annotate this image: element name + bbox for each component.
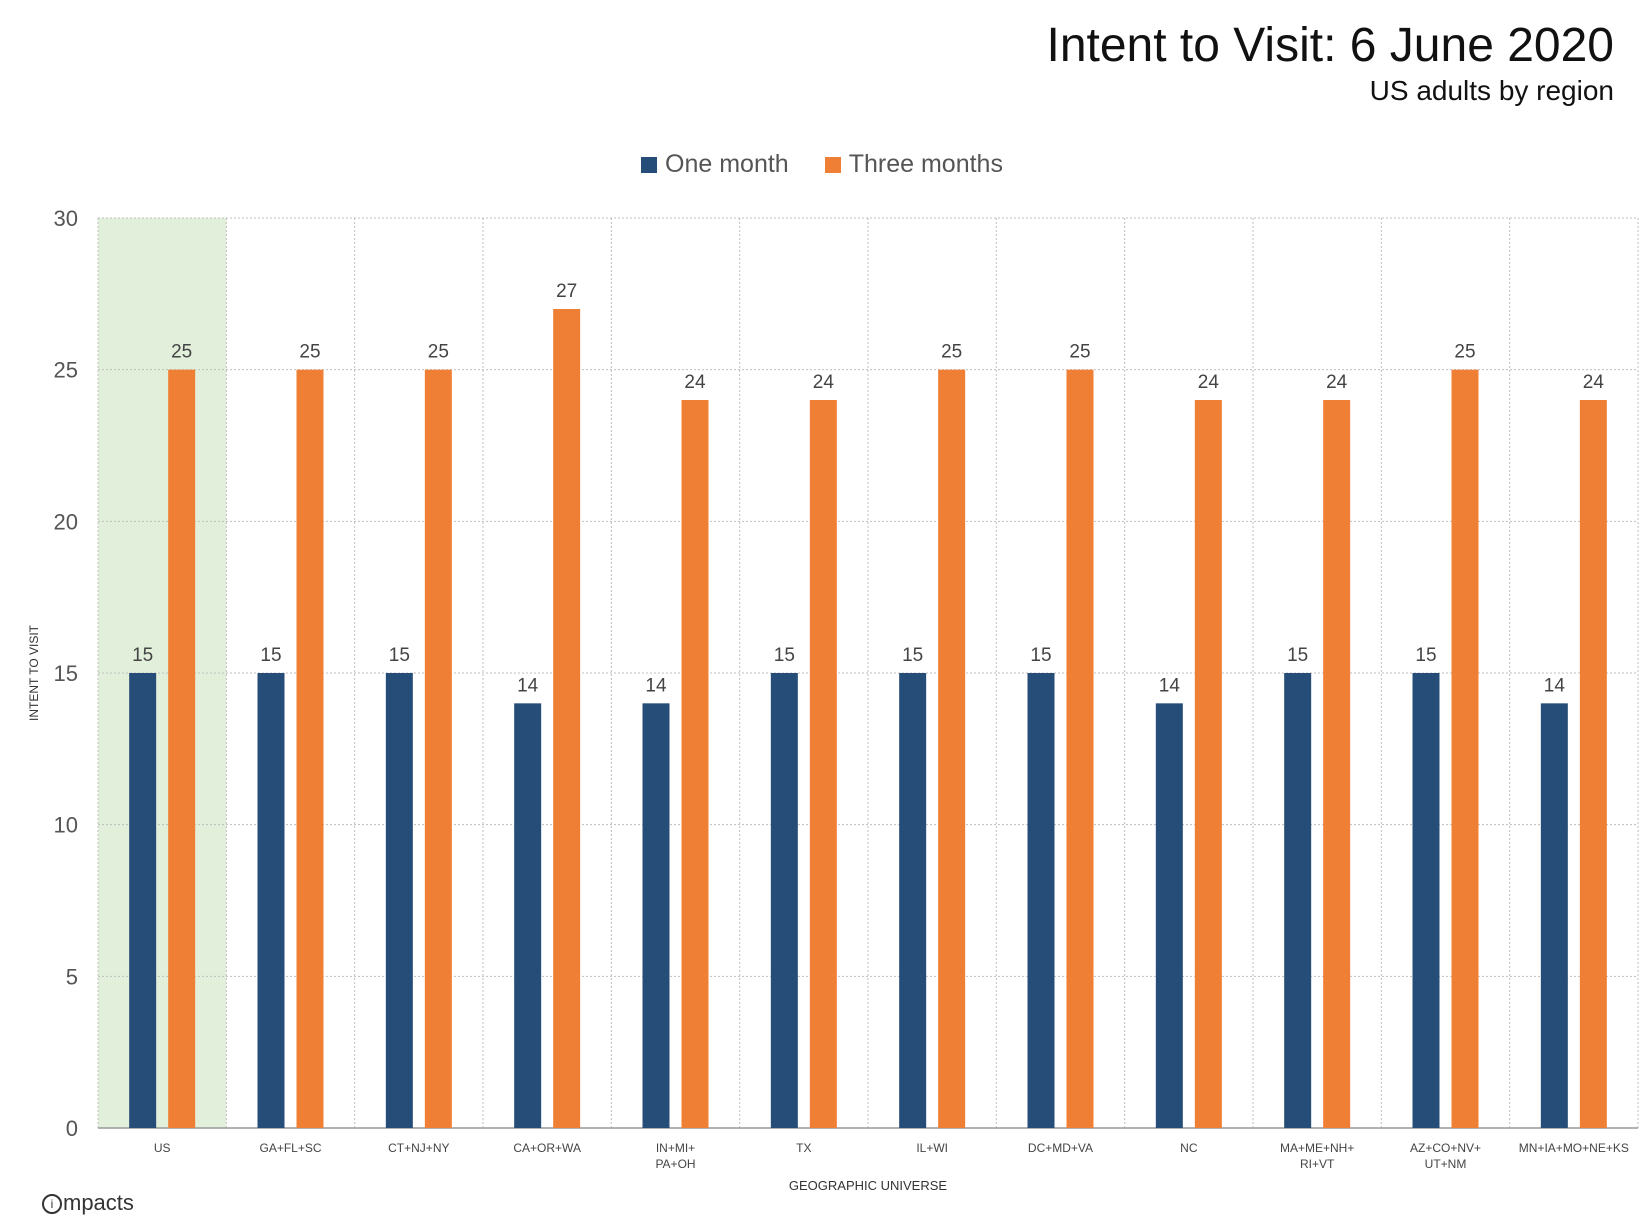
bar-three-months: [1451, 369, 1479, 1129]
data-label: 25: [941, 342, 962, 363]
data-label: 24: [1583, 372, 1605, 393]
bar-three-months: [809, 400, 837, 1128]
data-label: 15: [902, 645, 923, 666]
data-label: 15: [1030, 645, 1051, 666]
bar-one-month: [257, 673, 285, 1128]
legend: One month Three months: [0, 150, 1644, 179]
y-axis-title: INTENT TO VISIT: [27, 624, 41, 721]
bar-three-months: [553, 309, 581, 1128]
data-label: 25: [1069, 342, 1090, 363]
legend-swatch-one-month: [641, 156, 658, 173]
data-label: 25: [171, 342, 192, 363]
bar-one-month: [1027, 673, 1055, 1128]
y-tick-label: 25: [54, 358, 78, 383]
x-tick-label: DC+MD+VA: [1028, 1141, 1093, 1155]
data-label: 14: [517, 675, 539, 696]
data-label: 15: [389, 645, 410, 666]
bar-one-month: [385, 673, 413, 1128]
logo-i-icon: i: [42, 1194, 62, 1215]
chart-title: Intent to Visit: 6 June 2020: [1046, 19, 1614, 72]
x-tick-label: GA+FL+SC: [259, 1141, 321, 1155]
legend-swatch-three-months: [824, 156, 841, 173]
data-label: 24: [684, 372, 706, 393]
data-label: 14: [645, 675, 667, 696]
bar-three-months: [1066, 369, 1094, 1129]
x-tick-label: PA+OH: [655, 1157, 695, 1171]
bar-one-month: [1155, 703, 1183, 1128]
x-axis-title: GEOGRAPHIC UNIVERSE: [789, 1178, 948, 1193]
x-tick-label: MA+ME+NH+: [1280, 1141, 1354, 1155]
data-label: 14: [1159, 675, 1181, 696]
bar-three-months: [1579, 400, 1607, 1128]
y-tick-label: 0: [66, 1116, 78, 1141]
data-label: 25: [428, 342, 449, 363]
x-tick-label: US: [154, 1141, 171, 1155]
x-tick-label: UT+NM: [1425, 1157, 1467, 1171]
data-label: 24: [813, 372, 835, 393]
bar-three-months: [424, 369, 452, 1129]
x-tick-label: TX: [796, 1141, 811, 1155]
chart-subtitle: US adults by region: [1369, 74, 1614, 106]
x-tick-label: AZ+CO+NV+: [1410, 1141, 1481, 1155]
bar-one-month: [1540, 703, 1568, 1128]
legend-label-three-months: Three months: [848, 150, 1003, 178]
legend-label-one-month: One month: [665, 150, 789, 178]
x-tick-label: RI+VT: [1300, 1157, 1335, 1171]
bar-one-month: [129, 673, 157, 1128]
bar-three-months: [938, 369, 966, 1129]
x-tick-label: IN+MI+: [656, 1141, 695, 1155]
bar-one-month: [642, 703, 670, 1128]
data-label: 15: [1415, 645, 1436, 666]
chart-title-block: Intent to Visit: 6 June 2020 US adults b…: [1046, 19, 1614, 107]
x-tick-label: CA+OR+WA: [513, 1141, 581, 1155]
bar-one-month: [1412, 673, 1440, 1128]
y-tick-label: 20: [54, 509, 78, 534]
y-tick-label: 15: [54, 661, 78, 686]
legend-item-one-month: One month: [641, 150, 789, 179]
impacts-logo: i mpacts: [42, 1190, 134, 1216]
data-label: 27: [556, 281, 577, 302]
x-tick-label: IL+WI: [916, 1141, 948, 1155]
bar-one-month: [770, 673, 798, 1128]
y-tick-label: 30: [54, 206, 78, 231]
bar-three-months: [681, 400, 709, 1128]
bar-three-months: [296, 369, 324, 1129]
data-label: 15: [774, 645, 795, 666]
legend-item-three-months: Three months: [824, 150, 1003, 179]
bar-three-months: [1194, 400, 1222, 1128]
y-tick-label: 10: [54, 813, 78, 838]
data-label: 24: [1198, 372, 1220, 393]
data-label: 25: [299, 342, 320, 363]
x-tick-label: CT+NJ+NY: [388, 1141, 449, 1155]
bar-three-months: [168, 369, 196, 1129]
bar-three-months: [1323, 400, 1351, 1128]
x-tick-label: NC: [1180, 1141, 1198, 1155]
bar-one-month: [514, 703, 542, 1128]
bar-one-month: [1284, 673, 1312, 1128]
data-label: 14: [1544, 675, 1566, 696]
y-tick-label: 5: [66, 964, 78, 989]
data-label: 15: [260, 645, 281, 666]
data-label: 15: [132, 645, 153, 666]
x-tick-label: MN+IA+MO+NE+KS: [1519, 1141, 1629, 1155]
data-label: 15: [1287, 645, 1308, 666]
data-label: 25: [1454, 342, 1475, 363]
logo-text: mpacts: [63, 1190, 134, 1215]
bar-one-month: [899, 673, 927, 1128]
data-label: 24: [1326, 372, 1348, 393]
